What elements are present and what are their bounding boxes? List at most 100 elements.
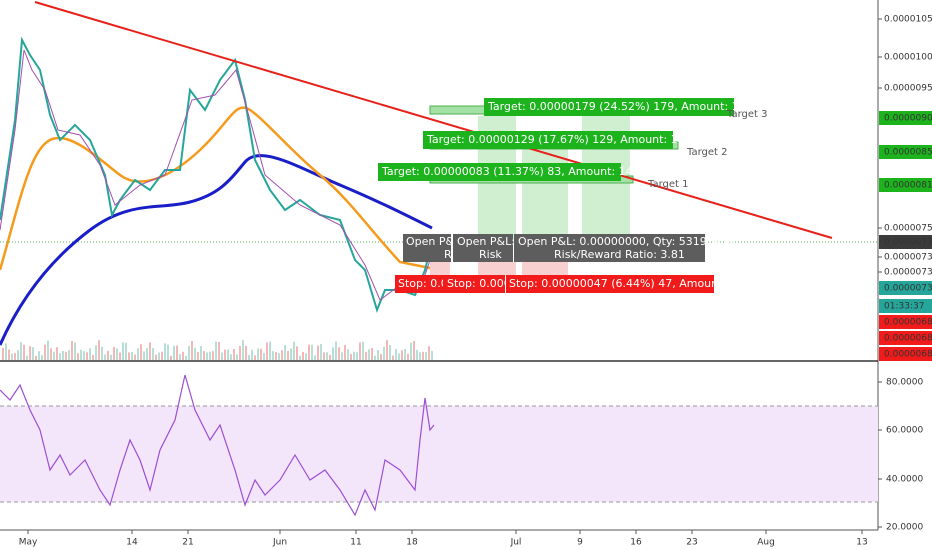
volume-bar [386, 340, 388, 360]
rsi-label: 60.0000 [886, 426, 923, 436]
volume-bar [230, 354, 232, 360]
volume-bar [200, 346, 202, 360]
volume-bar [95, 345, 97, 360]
time-label: May [19, 538, 38, 548]
volume-bar [272, 351, 274, 360]
stop-box [506, 275, 714, 293]
price-tag [879, 281, 932, 295]
volume-bar [179, 354, 181, 360]
volume-bar [152, 347, 154, 360]
volume-bar [401, 350, 403, 360]
volume-bar [314, 355, 316, 360]
volume-bar [137, 348, 139, 360]
volume-bar [131, 352, 133, 360]
volume-bar [224, 349, 226, 360]
volume-bar [404, 348, 406, 360]
volume-bar [23, 344, 25, 360]
volume-bar [239, 346, 241, 360]
volume-bar [185, 355, 187, 360]
rsi-band [0, 406, 878, 502]
volume-bar [8, 349, 10, 360]
pnl-label: Open P&L: [406, 235, 464, 248]
stop-label: Stop: 0.00000047 (6.44%) 47, Amount: 750 [509, 277, 751, 290]
volume-bar [383, 346, 385, 360]
volume-bar [38, 351, 40, 360]
volume-bar [287, 351, 289, 360]
price-label: 0.00000859 [884, 148, 932, 158]
volume-bar [47, 340, 49, 360]
volume-bar [377, 350, 379, 360]
volume-bar [290, 348, 292, 360]
volume-bar [71, 340, 73, 360]
volume-bar [389, 344, 391, 360]
target-box [378, 163, 621, 181]
stop-label: Stop: 0.000( [447, 277, 515, 290]
volume-bar [257, 348, 259, 360]
volume-bar [11, 353, 13, 360]
volume-bar [269, 341, 271, 360]
volume-bar [155, 354, 157, 360]
volume-bar [347, 349, 349, 360]
price-label: 01:33:37 [884, 302, 924, 312]
volume-bar [305, 353, 307, 360]
volume-bar [368, 349, 370, 360]
target-box [484, 98, 734, 116]
price-label: 0.00000683 [884, 334, 932, 344]
volume-bar [284, 345, 286, 360]
ma-50 [0, 106, 431, 271]
volume-bar [215, 341, 217, 360]
volume-bar [116, 348, 118, 360]
volume-bar [56, 347, 58, 360]
rsi-label: 40.0000 [886, 475, 923, 485]
volume-bar [275, 352, 277, 360]
time-label: 11 [350, 538, 361, 548]
price-tag [879, 111, 932, 125]
volume-bar [422, 351, 424, 360]
volume-bar [251, 349, 253, 360]
volume-bar [143, 351, 145, 360]
volume-bar [188, 345, 190, 360]
volume-bar [20, 342, 22, 360]
volume-bar [248, 354, 250, 360]
volume-bar [122, 342, 124, 360]
volume-bar [44, 344, 46, 360]
ma-200 [0, 154, 433, 346]
price-label: 0.00000813 [884, 181, 932, 191]
time-label: 9 [577, 538, 583, 548]
time-label: Aug [757, 538, 775, 548]
price-tag [879, 299, 932, 313]
volume-bar [320, 344, 322, 360]
volume-bar [146, 348, 148, 360]
volume-bar [380, 353, 382, 360]
volume-bar [35, 355, 37, 360]
time-label: Jun [272, 538, 287, 548]
volume-bar [203, 351, 205, 360]
volume-bar [335, 341, 337, 360]
volume-bar [344, 345, 346, 360]
target-label: Target: 0.00000129 (17.67%) 129, Amount:… [426, 133, 716, 146]
volume-bar [113, 346, 115, 360]
volume-bar [98, 340, 100, 360]
time-label: 23 [686, 538, 697, 548]
price-tag [879, 315, 932, 329]
volume-bar [107, 350, 109, 360]
ma-fast [0, 49, 431, 301]
volume-bar [281, 350, 283, 360]
volume-bar [158, 352, 160, 360]
volume-bars [2, 340, 433, 360]
volume-bar [29, 346, 31, 360]
ratio-label: Risk/Reward Ratio: 3.81 [554, 248, 685, 261]
volume-bar [311, 344, 313, 360]
volume-bar [410, 342, 412, 360]
volume-bar [128, 352, 130, 360]
volume-bar [74, 342, 76, 360]
volume-bar [50, 348, 52, 360]
target-name: Target 2 [686, 147, 727, 158]
